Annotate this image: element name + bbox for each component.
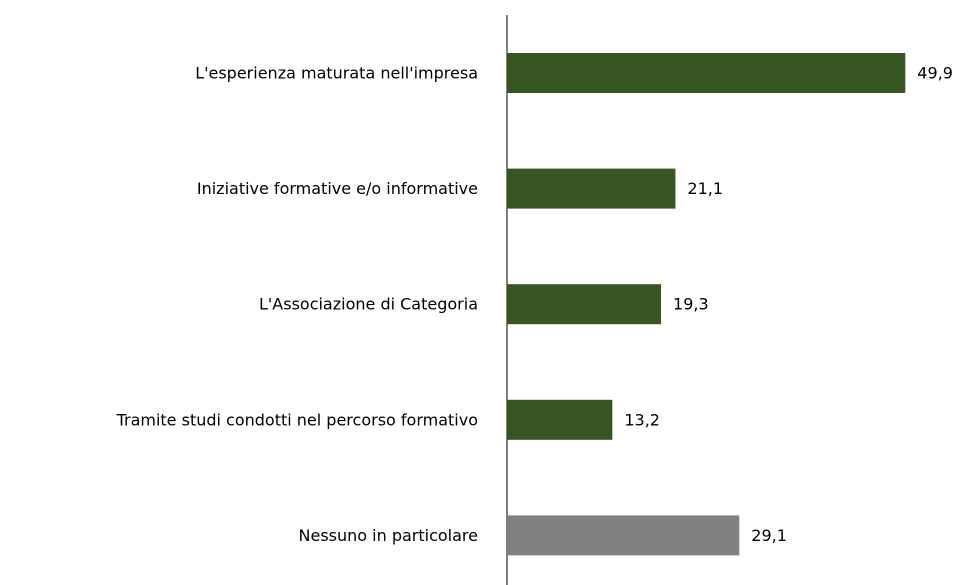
category-label: L'esperienza maturata nell'impresa [195, 64, 478, 83]
value-label: 29,1 [751, 526, 787, 545]
value-label: 19,3 [673, 295, 709, 314]
bar [507, 284, 662, 325]
value-label: 13,2 [624, 410, 660, 429]
category-label: Iniziative formative e/o informative [197, 179, 478, 198]
value-label: 21,1 [687, 179, 723, 198]
bar [507, 53, 906, 93]
category-label: L'Associazione di Categoria [259, 295, 478, 314]
bar [507, 168, 676, 209]
value-label: 49,9 [917, 64, 953, 83]
category-label: Tramite studi condotti nel percorso form… [116, 410, 478, 429]
bar [507, 515, 740, 556]
category-label: Nessuno in particolare [299, 526, 478, 545]
bar [507, 399, 613, 440]
